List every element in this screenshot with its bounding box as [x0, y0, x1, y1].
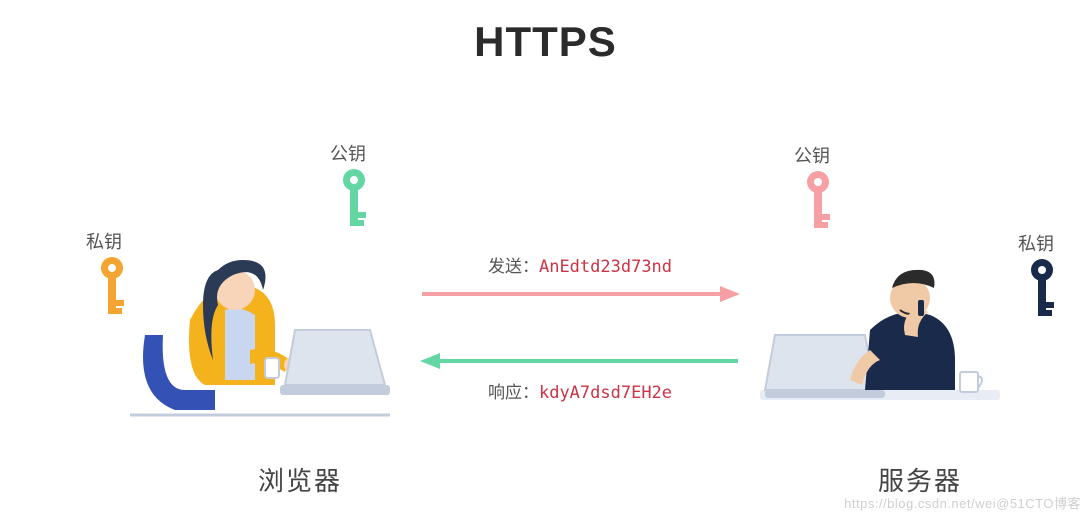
server-public-key-label: 公钥	[794, 142, 830, 168]
browser-actor	[130, 240, 390, 440]
browser-private-key-icon	[98, 256, 126, 326]
browser-label: 浏览器	[200, 461, 400, 498]
send-arrow-icon	[420, 283, 740, 305]
resp-label: 响应：	[488, 383, 539, 402]
server-public-key-icon	[804, 170, 832, 240]
page-title: HTTPS	[0, 18, 1091, 66]
server-private-key-label: 私钥	[1018, 230, 1054, 256]
send-text: 发送：AnEdtd23d73nd	[420, 252, 740, 277]
watermark: https://blog.csdn.net/wei@51CTO博客	[844, 493, 1081, 512]
browser-public-key-icon	[340, 168, 368, 238]
browser-private-key-label: 私钥	[86, 228, 122, 254]
send-label: 发送：	[488, 257, 539, 276]
browser-public-key-label: 公钥	[330, 140, 366, 166]
server-private-key-icon	[1028, 258, 1056, 328]
resp-text: 响应：kdyA7dsd7EH2e	[420, 378, 740, 403]
resp-row: 响应：kdyA7dsd7EH2e	[420, 350, 740, 409]
server-actor	[760, 240, 1000, 440]
resp-value: kdyA7dsd7EH2e	[539, 383, 672, 403]
resp-arrow-icon	[420, 350, 740, 372]
send-value: AnEdtd23d73nd	[539, 257, 672, 277]
send-row: 发送：AnEdtd23d73nd	[420, 252, 740, 305]
